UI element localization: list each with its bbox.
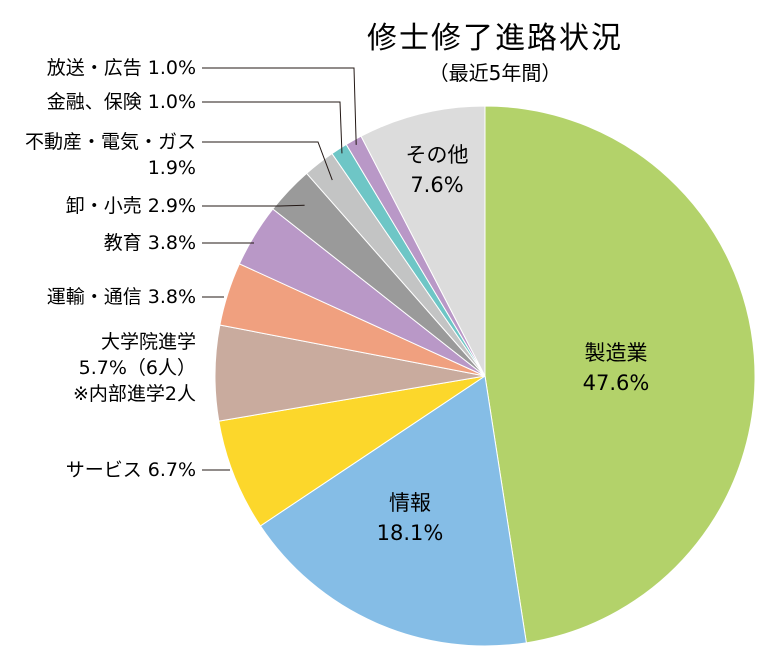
slice-label: 47.6% [583,371,650,395]
slice-label: 5.7%（6人） [79,357,196,379]
pie-slice [218,375,486,527]
leader-line [202,67,357,145]
slice-label: 情報 [389,491,431,515]
slice-label: 製造業 [585,341,648,365]
chart-title: 修士修了進路状況 [367,21,623,56]
slice-label: 不動産・電気・ガス [25,131,196,153]
slice-label: 1.9% [148,157,196,179]
chart-subtitle: （最近5年間） [429,61,562,85]
pie-slice [484,105,756,644]
pie-slices [214,105,756,647]
pie-slice [259,375,527,647]
slice-label: ※内部進学2人 [73,383,196,405]
leader-line [202,101,343,154]
leader-lines [202,67,357,471]
slice-label: 放送・広告 1.0% [47,57,196,79]
leader-line [202,141,333,181]
slice-label: 金融、保険 1.0% [47,91,196,113]
slice-label: その他 [406,143,469,167]
slice-label: サービス 6.7% [66,459,196,481]
slice-label: 大学院進学 [101,331,196,353]
leader-line [202,204,305,207]
slice-label: 卸・小売 2.9% [66,195,196,217]
pie-slice [360,105,486,377]
slice-label: 7.6% [410,173,463,197]
slice-labels: 製造業 47.6% 情報 18.1% サービス 6.7% 大学院進学 5.7%（6人） ※内部… [25,57,649,545]
slice-label: 教育 3.8% [104,232,196,254]
slice-label: 18.1% [377,521,444,545]
slice-label: 運輸・通信 3.8% [47,286,196,308]
